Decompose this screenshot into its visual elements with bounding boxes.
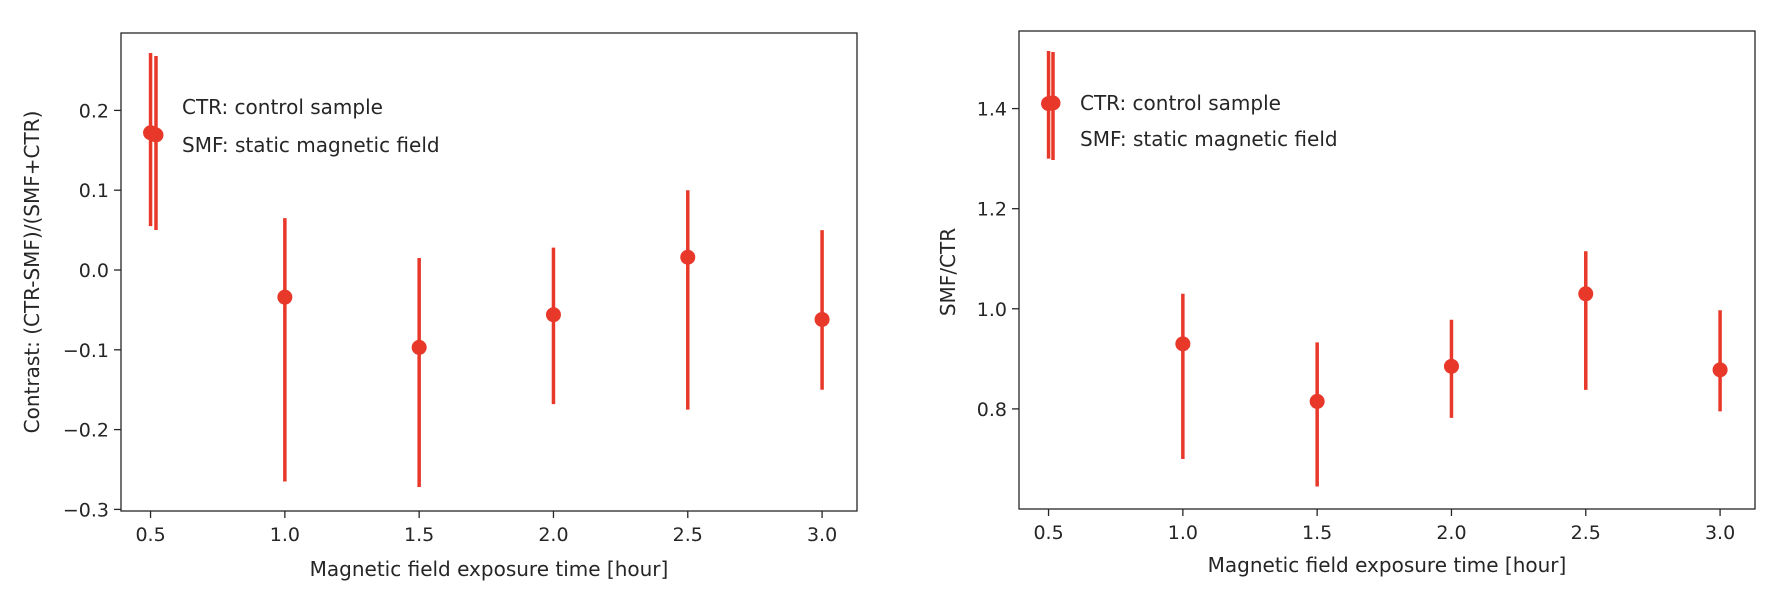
x-tick-label-right: 1.0: [1168, 522, 1198, 544]
data-point-right: [1443, 358, 1459, 374]
x-tick-label-left: 2.0: [538, 524, 568, 546]
y-tick-label-right: 0.8: [977, 399, 1007, 421]
data-point-right: [1578, 286, 1594, 302]
y-tick-label-left: −0.2: [63, 420, 109, 442]
y-tick-label-left: 0.2: [79, 100, 109, 122]
y-tick-label-right: 1.2: [977, 199, 1007, 221]
y-tick-label-right: 1.4: [977, 99, 1007, 121]
x-tick-label-right: 1.5: [1302, 522, 1332, 544]
plot-frame-right: [1018, 30, 1756, 510]
data-marks-right: [1041, 51, 1728, 487]
y-tick-label-left: 0.0: [79, 260, 109, 282]
data-point-left: [545, 307, 561, 323]
data-point-left: [277, 289, 293, 305]
chart-right: 0.5 1.0 1.5 2.0 2.5 3.0 0.8 1.0 1.2 1.4 Magnetic…: [936, 30, 1756, 577]
x-tick-label-right: 0.5: [1033, 522, 1063, 544]
data-point-right: [1175, 336, 1191, 352]
y-tick-label-left: 0.1: [79, 180, 109, 202]
x-tick-label-right: 2.0: [1436, 522, 1466, 544]
y-tick-label-left: −0.3: [63, 499, 109, 521]
data-point-right: [1309, 393, 1325, 409]
x-axis-ticks-left: 0.5 1.0 1.5 2.0 2.5 3.0: [135, 511, 837, 546]
x-tick-label-left: 0.5: [135, 524, 165, 546]
x-tick-label-left: 2.5: [673, 524, 703, 546]
legend-marker-right: [1045, 95, 1061, 111]
legend-right: CTR: control sample SMF: static magnetic…: [1045, 52, 1338, 160]
y-axis-ticks-left: −0.3 −0.2 −0.1 0.0 0.1 0.2: [63, 100, 121, 521]
x-tick-label-left: 3.0: [807, 524, 837, 546]
data-point-left: [814, 311, 830, 327]
data-point-left: [411, 339, 427, 355]
x-axis-label-right: Magnetic field exposure time [hour]: [1208, 553, 1567, 577]
y-tick-label-right: 1.0: [977, 299, 1007, 321]
legend-left: CTR: control sample SMF: static magnetic…: [148, 56, 440, 230]
y-axis-label-left: Contrast: (CTR-SMF)/(SMF+CTR): [20, 111, 44, 434]
x-tick-label-left: 1.5: [404, 524, 434, 546]
chart-left: 0.5 1.0 1.5 2.0 2.5 3.0 −0.3 −0.2 −0.1 0.0 0.1 0.2…: [20, 32, 858, 581]
plot-frame-left: [120, 32, 858, 512]
x-tick-label-left: 1.0: [270, 524, 300, 546]
data-point-left: [680, 249, 696, 265]
data-point-right: [1712, 362, 1728, 378]
legend-entry-ctr-left: CTR: control sample: [182, 95, 383, 119]
y-tick-label-left: −0.1: [63, 340, 109, 362]
y-axis-ticks-right: 0.8 1.0 1.2 1.4: [977, 99, 1019, 421]
legend-entry-smf-right: SMF: static magnetic field: [1080, 127, 1338, 151]
x-tick-label-right: 2.5: [1571, 522, 1601, 544]
legend-entry-smf-left: SMF: static magnetic field: [182, 133, 440, 157]
x-tick-label-right: 3.0: [1705, 522, 1735, 544]
y-axis-label-right: SMF/CTR: [936, 228, 960, 316]
x-axis-label-left: Magnetic field exposure time [hour]: [310, 557, 669, 581]
legend-entry-ctr-right: CTR: control sample: [1080, 91, 1281, 115]
legend-marker-left: [148, 127, 164, 143]
x-axis-ticks-right: 0.5 1.0 1.5 2.0 2.5 3.0: [1033, 509, 1735, 544]
